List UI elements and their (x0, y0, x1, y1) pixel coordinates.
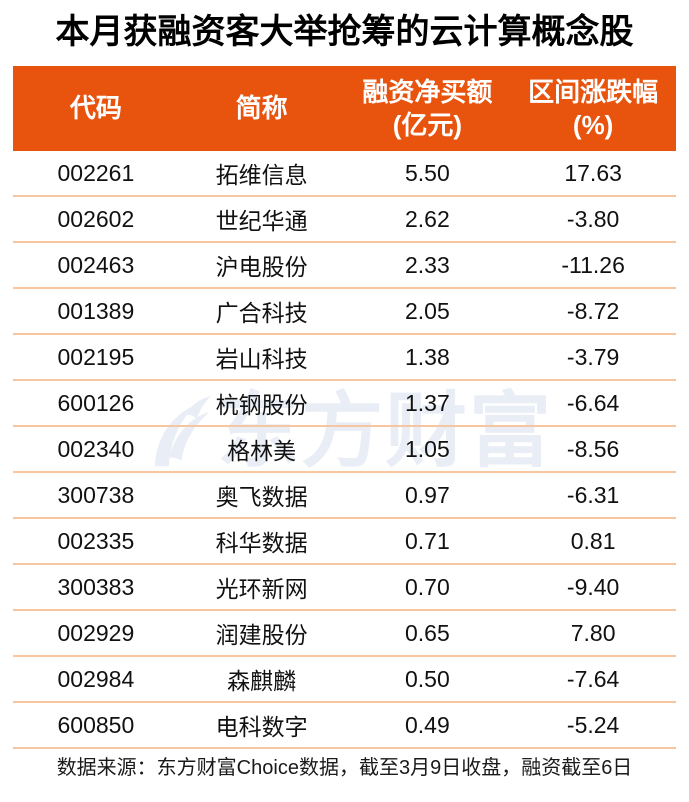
cell-name: 拓维信息 (215, 162, 308, 188)
cell-change: -6.64 (566, 389, 620, 416)
column-header-sub: (亿元) (392, 109, 463, 140)
cell-change: -6.31 (566, 481, 620, 508)
cell-name: 世纪华通 (215, 208, 308, 234)
cell-name: 科华数据 (215, 530, 308, 556)
table-row: 300738 奥飞数据 0.97 -6.31 (13, 473, 676, 519)
cell-name: 格林美 (227, 438, 297, 464)
column-header-name: 简称 (179, 92, 345, 125)
table-body: 002261 拓维信息 5.50 17.63 002602 世纪华通 2.62 … (13, 151, 676, 749)
cell-net-buy: 1.05 (404, 435, 450, 462)
cell-code: 002984 (57, 665, 135, 692)
cell-change: -8.56 (566, 435, 620, 462)
cell-name: 沪电股份 (215, 254, 308, 280)
cell-code: 600126 (57, 389, 135, 416)
table-row: 600850 电科数字 0.49 -5.24 (13, 703, 676, 749)
cell-name: 电科数字 (215, 714, 308, 740)
cell-name: 奥飞数据 (215, 484, 308, 510)
column-header-code: 代码 (13, 92, 179, 125)
cell-name: 光环新网 (215, 576, 308, 602)
column-header-label: 简称 (235, 93, 288, 123)
cell-code: 002261 (57, 159, 135, 186)
cell-change: -3.79 (566, 343, 620, 370)
cell-change: -3.80 (566, 205, 620, 232)
cell-net-buy: 0.50 (404, 665, 450, 692)
cell-net-buy: 2.33 (404, 251, 450, 278)
cell-code: 300738 (57, 481, 135, 508)
column-header-label: 代码 (69, 93, 122, 123)
table-header: 代码 简称 融资净买额 (亿元) 区间涨跌幅 (%) (13, 66, 676, 151)
table-row: 001389 广合科技 2.05 -8.72 (13, 289, 676, 335)
table-row: 002984 森麒麟 0.50 -7.64 (13, 657, 676, 703)
table-row: 002195 岩山科技 1.38 -3.79 (13, 335, 676, 381)
table-row: 002602 世纪华通 2.62 -3.80 (13, 197, 676, 243)
cell-net-buy: 5.50 (404, 159, 450, 186)
cell-change: -11.26 (561, 251, 625, 278)
cell-code: 002335 (57, 527, 135, 554)
cell-name: 广合科技 (215, 300, 308, 326)
table-row: 002335 科华数据 0.71 0.81 (13, 519, 676, 565)
column-header-label: 融资净买额 (362, 76, 493, 107)
cell-net-buy: 0.70 (404, 573, 450, 600)
cell-change: -5.24 (566, 711, 620, 738)
cell-name: 岩山科技 (215, 346, 308, 372)
cell-change: 17.63 (564, 159, 622, 186)
column-header-change: 区间涨跌幅 (%) (510, 76, 676, 142)
cell-net-buy: 0.49 (404, 711, 450, 738)
cell-name: 杭钢股份 (215, 392, 308, 418)
cell-name: 润建股份 (215, 622, 308, 648)
cell-net-buy: 0.71 (404, 527, 450, 554)
cell-change: -7.64 (566, 665, 620, 692)
cell-code: 600850 (57, 711, 135, 738)
page-title: 本月获融资客大举抢筹的云计算概念股 (55, 13, 634, 51)
table-row: 300383 光环新网 0.70 -9.40 (13, 565, 676, 611)
cell-change: -8.72 (566, 297, 620, 324)
cell-name: 森麒麟 (227, 668, 297, 694)
column-header-sub: (%) (572, 109, 614, 140)
column-header-net-buy: 融资净买额 (亿元) (345, 76, 511, 142)
table-row: 002463 沪电股份 2.33 -11.26 (13, 243, 676, 289)
cell-net-buy: 0.65 (404, 619, 450, 646)
cell-net-buy: 2.62 (404, 205, 450, 232)
cell-code: 002195 (57, 343, 135, 370)
cell-net-buy: 1.37 (404, 389, 450, 416)
cell-change: -9.40 (566, 573, 620, 600)
table-row: 002929 润建股份 0.65 7.80 (13, 611, 676, 657)
cell-net-buy: 0.97 (404, 481, 450, 508)
cell-net-buy: 1.38 (404, 343, 450, 370)
cell-code: 002602 (57, 205, 135, 232)
cell-change: 7.80 (570, 619, 616, 646)
table-row: 002261 拓维信息 5.50 17.63 (13, 151, 676, 197)
table-row: 600126 杭钢股份 1.37 -6.64 (13, 381, 676, 427)
cell-net-buy: 2.05 (404, 297, 450, 324)
table-row: 002340 格林美 1.05 -8.56 (13, 427, 676, 473)
cell-code: 001389 (57, 297, 135, 324)
stock-table: 代码 简称 融资净买额 (亿元) 区间涨跌幅 (%) 002261 拓维信息 5… (13, 66, 676, 749)
cell-change: 0.81 (570, 527, 616, 554)
cell-code: 002929 (57, 619, 135, 646)
cell-code: 300383 (57, 573, 135, 600)
cell-code: 002463 (57, 251, 135, 278)
cell-code: 002340 (57, 435, 135, 462)
column-header-label: 区间涨跌幅 (528, 76, 659, 107)
data-source-note: 数据来源：东方财富Choice数据，截至3月9日收盘，融资截至6日 (56, 757, 633, 779)
